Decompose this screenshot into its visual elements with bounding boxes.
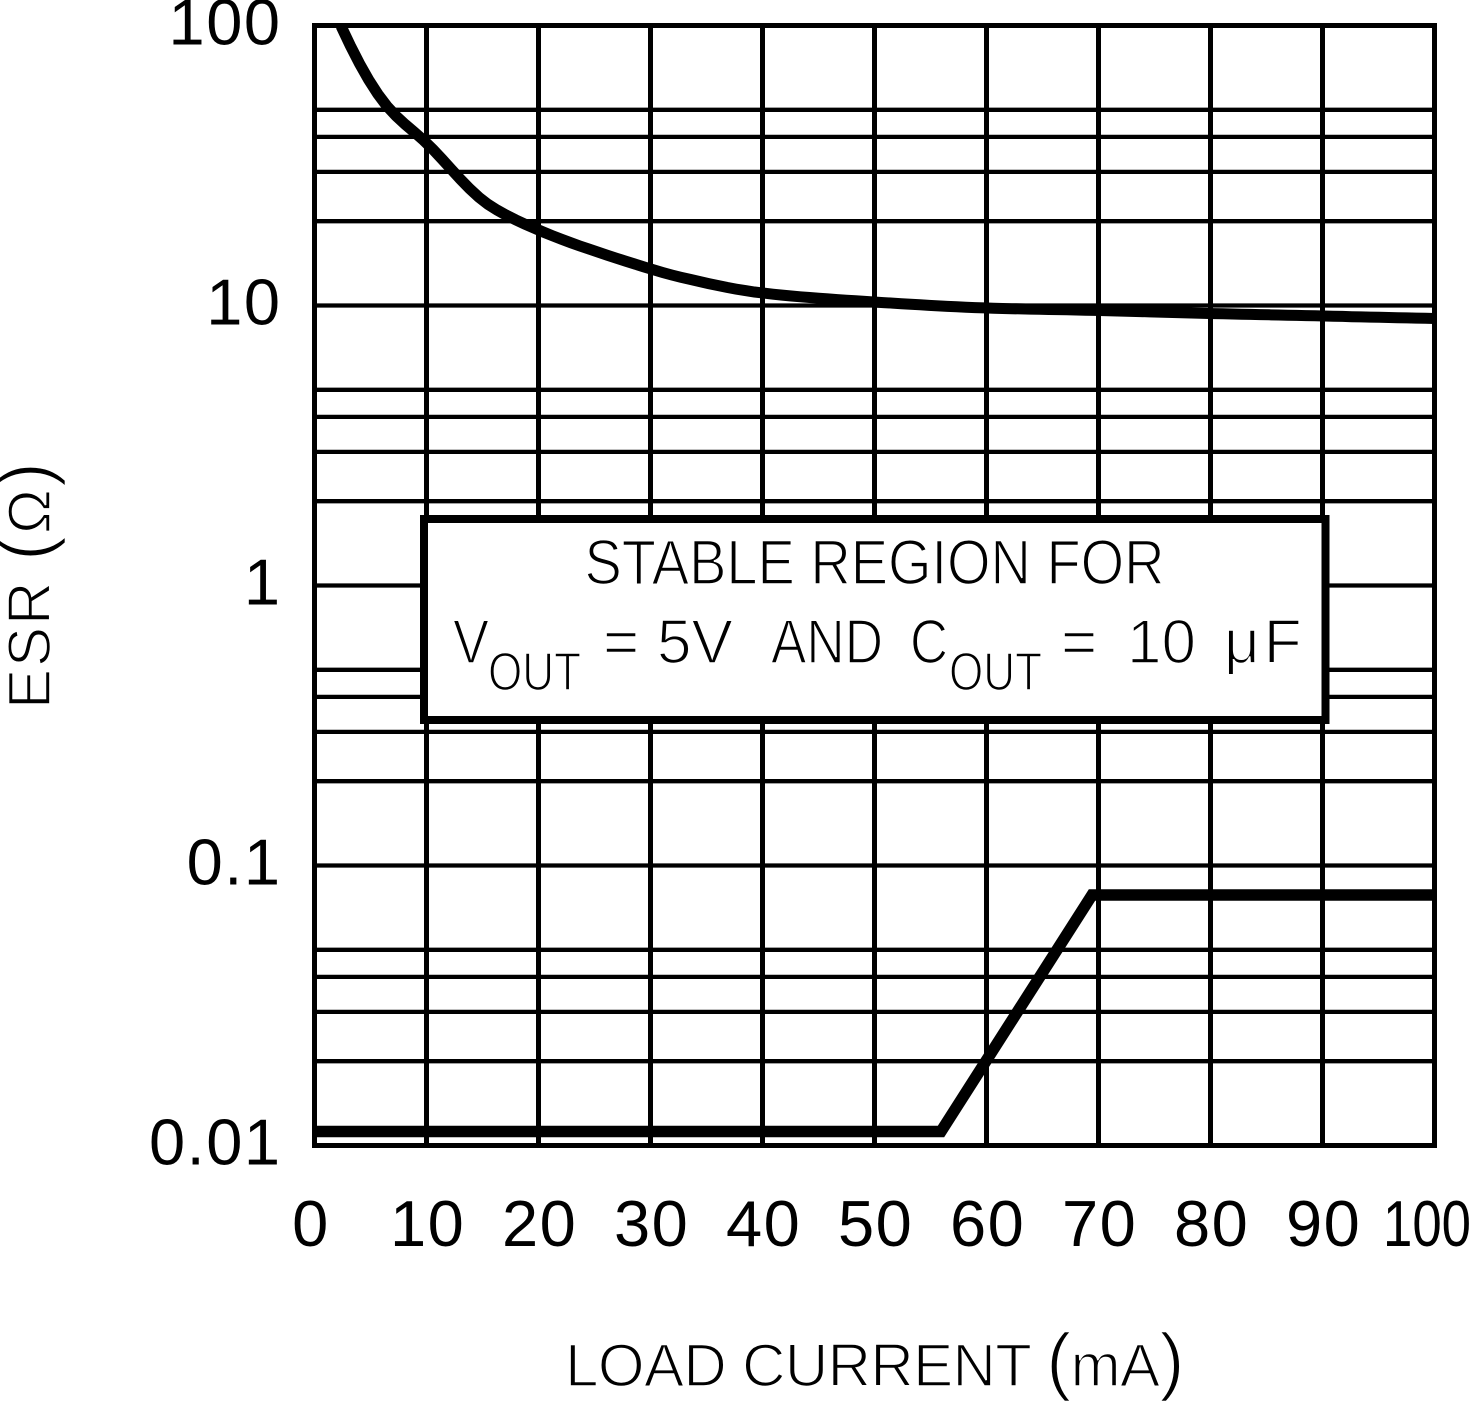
svg-text:100: 100 bbox=[1383, 1187, 1471, 1260]
svg-text:OUT: OUT bbox=[949, 642, 1042, 702]
svg-text:50: 50 bbox=[838, 1187, 913, 1260]
svg-text:60: 60 bbox=[950, 1187, 1025, 1260]
svg-text:10: 10 bbox=[390, 1187, 465, 1260]
svg-text:80: 80 bbox=[1174, 1187, 1249, 1260]
svg-text:40: 40 bbox=[726, 1187, 801, 1260]
svg-text:STABLE REGION FOR: STABLE REGION FOR bbox=[585, 528, 1165, 598]
svg-text:LOAD CURRENT (mA): LOAD CURRENT (mA) bbox=[565, 1318, 1184, 1401]
svg-text:70: 70 bbox=[1062, 1187, 1137, 1260]
svg-text:0.1: 0.1 bbox=[187, 826, 282, 899]
svg-text:OUT: OUT bbox=[488, 642, 581, 702]
svg-text:=: = bbox=[1061, 608, 1097, 677]
svg-text:30: 30 bbox=[614, 1187, 689, 1260]
svg-text:20: 20 bbox=[502, 1187, 577, 1260]
svg-text:100: 100 bbox=[169, 0, 282, 59]
svg-text:AND: AND bbox=[771, 608, 883, 677]
svg-text:1: 1 bbox=[244, 546, 282, 619]
svg-text:V: V bbox=[453, 608, 490, 677]
svg-text:ESR (Ω): ESR (Ω) bbox=[0, 460, 66, 709]
svg-text:10: 10 bbox=[1127, 608, 1196, 677]
svg-text:5V: 5V bbox=[657, 608, 733, 677]
svg-text:10: 10 bbox=[206, 266, 281, 339]
svg-text:=: = bbox=[603, 608, 639, 677]
svg-text:0: 0 bbox=[292, 1187, 330, 1260]
svg-text:C: C bbox=[910, 608, 948, 677]
svg-text:μF: μF bbox=[1224, 608, 1306, 677]
svg-text:0.01: 0.01 bbox=[149, 1106, 282, 1179]
svg-text:90: 90 bbox=[1286, 1187, 1361, 1260]
